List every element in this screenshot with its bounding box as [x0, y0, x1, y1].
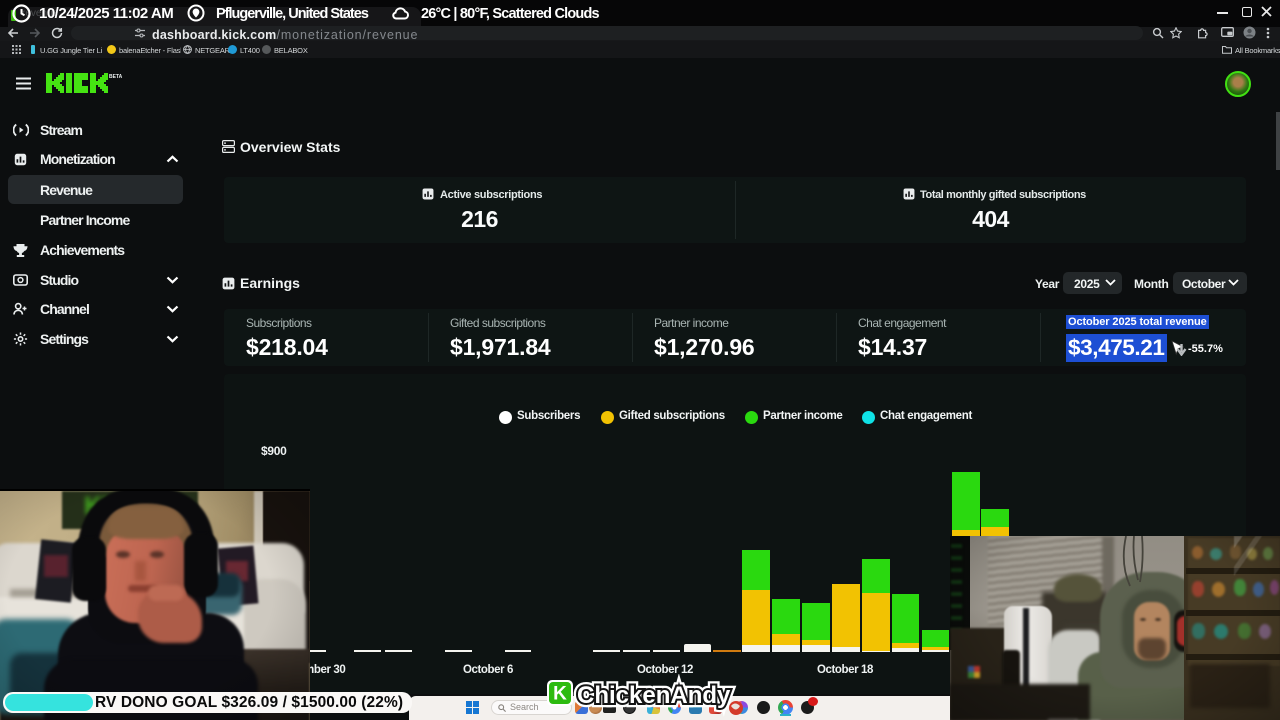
svg-text:BETA: BETA [109, 74, 123, 80]
svg-text:ChickenAndy: ChickenAndy [577, 682, 731, 709]
svg-text:K: K [553, 684, 567, 705]
svg-text:ChickenAndy: ChickenAndy [577, 682, 731, 709]
